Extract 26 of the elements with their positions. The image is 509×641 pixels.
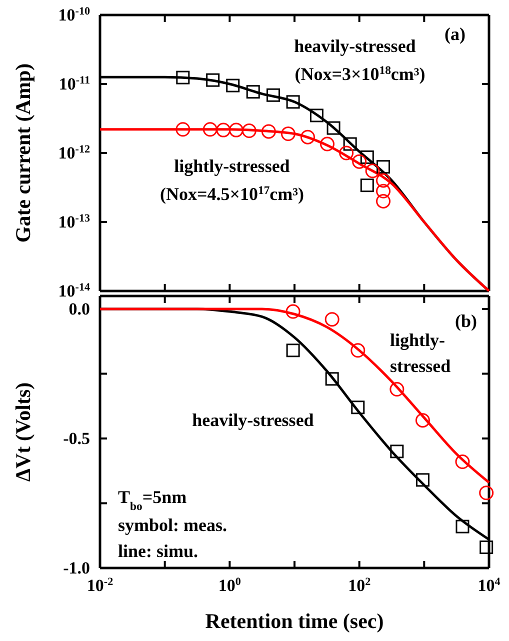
annotation: (Nox=3×10$^{18}$cm³)	[294, 64, 426, 84]
annotation: heavily-stressed	[192, 410, 314, 430]
y-tick-label: 10$^{-12}$	[58, 143, 90, 162]
annotation: lightly-stressed	[174, 156, 290, 176]
y-tick-label: 10$^{-13}$	[58, 212, 90, 232]
annotation: (Nox=4.5×10$^{17}$cm³)	[160, 184, 304, 204]
x-tick-label: 10$^{0}$	[218, 576, 242, 596]
x-tick-label: 10$^{2}$	[348, 576, 372, 596]
annotation: heavily-stressed	[294, 36, 416, 56]
y-axis-title: ΔVt (Volts)	[11, 382, 35, 482]
annotation: symbol: meas.	[118, 515, 227, 535]
annotation: (b)	[455, 311, 478, 331]
y-axis-title: Gate current (Amp)	[11, 63, 35, 243]
x-tick-label: 10$^{-2}$	[86, 576, 114, 596]
x-tick-label: 10$^{4}$	[478, 576, 501, 596]
y-tick-label: 10$^{-11}$	[58, 74, 90, 94]
annotation: T$_{bo}$=5nm	[118, 487, 187, 512]
x-axis-title: Retention time (sec)	[205, 609, 384, 633]
y-tick-label: 10$^{-14}$	[58, 281, 90, 300]
y-tick-label: 0.0	[68, 299, 90, 318]
annotation: line: simu.	[118, 541, 198, 561]
y-tick-label: 10$^{-10}$	[58, 5, 90, 24]
y-tick-label: -0.5	[63, 428, 90, 448]
annotation: (a)	[444, 24, 466, 44]
annotation: lightly- stressed	[390, 330, 451, 376]
y-tick-label: -1.0	[63, 558, 90, 578]
